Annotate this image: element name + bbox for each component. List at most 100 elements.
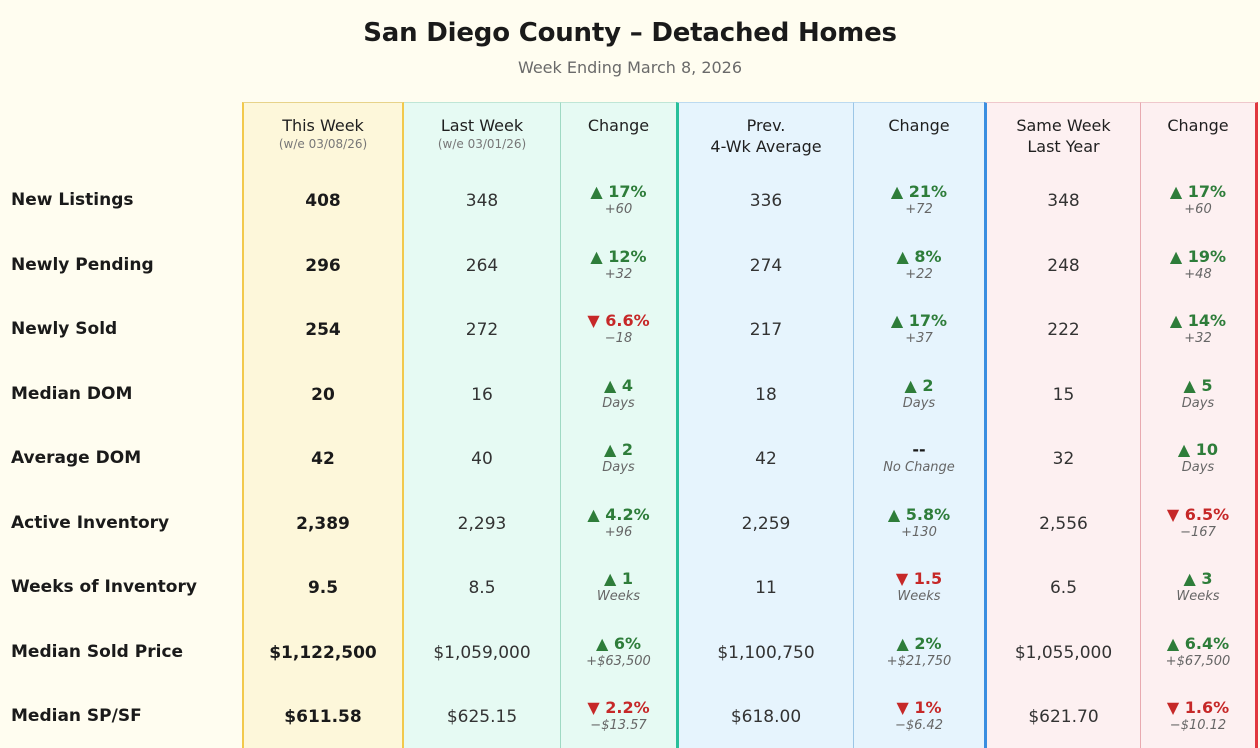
header-prev-avg-line1: Prev. bbox=[746, 116, 786, 135]
cell-same-week: 2,556 bbox=[1039, 513, 1088, 534]
cell-change: ▲ 3 Weeks bbox=[1141, 569, 1255, 605]
change-detail: +48 bbox=[1184, 266, 1212, 282]
change-value: ▲ 6.4% bbox=[1166, 633, 1230, 653]
change-detail: Days bbox=[1181, 395, 1215, 411]
change-value: ▲ 4 bbox=[603, 375, 633, 395]
header-prev-avg: Prev. 4-Wk Average bbox=[679, 115, 853, 157]
change-value: ▲ 3 bbox=[1183, 569, 1213, 588]
page-subtitle: Week Ending March 8, 2026 bbox=[517, 58, 743, 77]
change-detail: +96 bbox=[604, 524, 633, 540]
cell-prev-avg: 11 bbox=[755, 578, 777, 598]
change-value: ▼ 6.6% bbox=[587, 311, 650, 330]
change-value: ▲ 17% bbox=[1169, 182, 1227, 201]
row-label-column: New Listings Newly Pending Newly Sold Media… bbox=[0, 102, 242, 748]
cell-last-week: $625.15 bbox=[446, 707, 518, 727]
change-detail: Days bbox=[1181, 460, 1215, 475]
cell-change: -- No Change bbox=[854, 440, 984, 476]
change-detail: +22 bbox=[905, 266, 933, 282]
cell-prev-avg: 336 bbox=[749, 191, 783, 211]
row-label: New Listings bbox=[11, 190, 134, 210]
change-detail: −$13.57 bbox=[590, 718, 647, 733]
cell-last-week: 40 bbox=[471, 449, 493, 469]
cell-this-week: $611.58 bbox=[284, 707, 362, 727]
change-value: ▲ 14% bbox=[1169, 311, 1227, 330]
change-detail: −167 bbox=[1180, 524, 1216, 540]
cell-this-week: 2,389 bbox=[296, 513, 350, 534]
header-change-avg: Change bbox=[888, 116, 950, 135]
row-label: Average DOM bbox=[11, 448, 142, 468]
cell-change: ▲ 6.4% +$67,500 bbox=[1141, 634, 1255, 670]
cell-change: ▲ 2% +$21,750 bbox=[854, 634, 984, 670]
cell-this-week: 408 bbox=[305, 191, 341, 211]
cell-change: ▲ 5 Days bbox=[1141, 376, 1255, 412]
change-detail: Weeks bbox=[1176, 589, 1220, 604]
cell-this-week: $1,122,500 bbox=[269, 642, 377, 663]
change-detail: No Change bbox=[883, 460, 955, 475]
change-value: ▲ 21% bbox=[890, 182, 948, 201]
cell-change: ▼ 6.5% −167 bbox=[1141, 505, 1255, 541]
change-value: ▲ 8% bbox=[896, 246, 942, 266]
cell-prev-avg: $1,100,750 bbox=[717, 642, 815, 663]
change-detail: +72 bbox=[905, 202, 933, 217]
row-label: Active Inventory bbox=[11, 512, 170, 533]
cell-last-week: 2,293 bbox=[457, 513, 507, 534]
header-last-week: Last Week (w/e 03/01/26) bbox=[404, 115, 560, 152]
cell-prev-avg: 217 bbox=[749, 320, 783, 340]
change-value: ▲ 1 bbox=[603, 569, 633, 588]
change-detail: +32 bbox=[1184, 331, 1212, 346]
cell-change: ▼ 1.5 Weeks bbox=[854, 569, 984, 605]
header-this-week-sub: (w/e 03/08/26) bbox=[278, 137, 368, 151]
cell-change: ▲ 2 Days bbox=[854, 376, 984, 412]
row-label: Weeks of Inventory bbox=[11, 577, 197, 597]
change-value: ▲ 17% bbox=[590, 182, 647, 201]
column-last-week: Last Week (w/e 03/01/26) 348 264 272 16 40 2,… bbox=[404, 102, 561, 748]
change-detail: Days bbox=[602, 395, 635, 411]
cell-change: ▲ 14% +32 bbox=[1141, 311, 1255, 347]
cell-change: ▼ 1% −$6.42 bbox=[854, 698, 984, 734]
cell-same-week: 32 bbox=[1052, 449, 1075, 469]
cell-change: ▲ 8% +22 bbox=[854, 247, 984, 283]
change-detail: −$6.42 bbox=[894, 718, 944, 733]
cell-change: ▲ 4 Days bbox=[561, 376, 676, 412]
cell-change: ▼ 2.2% −$13.57 bbox=[561, 698, 676, 734]
change-detail: Weeks bbox=[897, 589, 941, 604]
column-prev-avg: Prev. 4-Wk Average 336 274 217 18 42 2,259 11 $… bbox=[676, 102, 854, 748]
change-value: ▲ 12% bbox=[590, 246, 647, 266]
header-prev-avg-line2: 4-Wk Average bbox=[710, 137, 822, 156]
cell-change: ▲ 21% +72 bbox=[854, 182, 984, 218]
stats-table: New Listings Newly Pending Newly Sold Media… bbox=[0, 102, 1260, 748]
cell-same-week: 222 bbox=[1047, 320, 1080, 340]
cell-change: ▲ 6% +$63,500 bbox=[561, 634, 676, 670]
change-value: ▼ 1.6% bbox=[1166, 698, 1230, 717]
cell-change: ▲ 17% +37 bbox=[854, 311, 984, 347]
cell-this-week: 42 bbox=[311, 449, 335, 469]
header-last-week-label: Last Week bbox=[440, 116, 524, 135]
column-change-avg: Change ▲ 21% +72 ▲ 8% +22 ▲ 17% +37 ▲ 2 Days -- N… bbox=[854, 102, 984, 748]
cell-change: ▲ 4.2% +96 bbox=[561, 505, 676, 541]
header-this-week-label: This Week bbox=[282, 116, 364, 135]
cell-same-week: 6.5 bbox=[1049, 578, 1078, 598]
change-detail: Days bbox=[602, 460, 635, 475]
change-value: ▲ 5.8% bbox=[887, 504, 951, 524]
column-change-year: Change ▲ 17% +60 ▲ 19% +48 ▲ 14% +32 ▲ 5 Days ▲ … bbox=[1141, 102, 1258, 748]
change-value: ▼ 2.2% bbox=[587, 698, 650, 717]
header-last-week-sub: (w/e 03/01/26) bbox=[437, 137, 527, 151]
cell-last-week: 272 bbox=[465, 320, 499, 340]
change-detail: +$67,500 bbox=[1165, 653, 1231, 669]
cell-change: ▲ 10 Days bbox=[1141, 440, 1255, 476]
change-detail: +$21,750 bbox=[886, 653, 952, 669]
cell-this-week: 254 bbox=[305, 320, 341, 340]
cell-this-week: 296 bbox=[305, 255, 341, 276]
cell-same-week: $1,055,000 bbox=[1014, 642, 1113, 663]
change-value: ▲ 5 bbox=[1183, 375, 1213, 395]
change-value: ▲ 19% bbox=[1169, 246, 1227, 266]
cell-change: ▲ 17% +60 bbox=[561, 182, 676, 218]
change-detail: Weeks bbox=[596, 589, 641, 604]
row-label: Median DOM bbox=[11, 383, 133, 404]
cell-prev-avg: 42 bbox=[755, 449, 777, 469]
cell-last-week: $1,059,000 bbox=[433, 642, 531, 663]
cell-prev-avg: 274 bbox=[749, 255, 783, 276]
header-same-week: Same Week Last Year bbox=[987, 115, 1140, 157]
change-detail: Days bbox=[902, 395, 936, 411]
cell-change: ▲ 12% +32 bbox=[561, 247, 676, 283]
